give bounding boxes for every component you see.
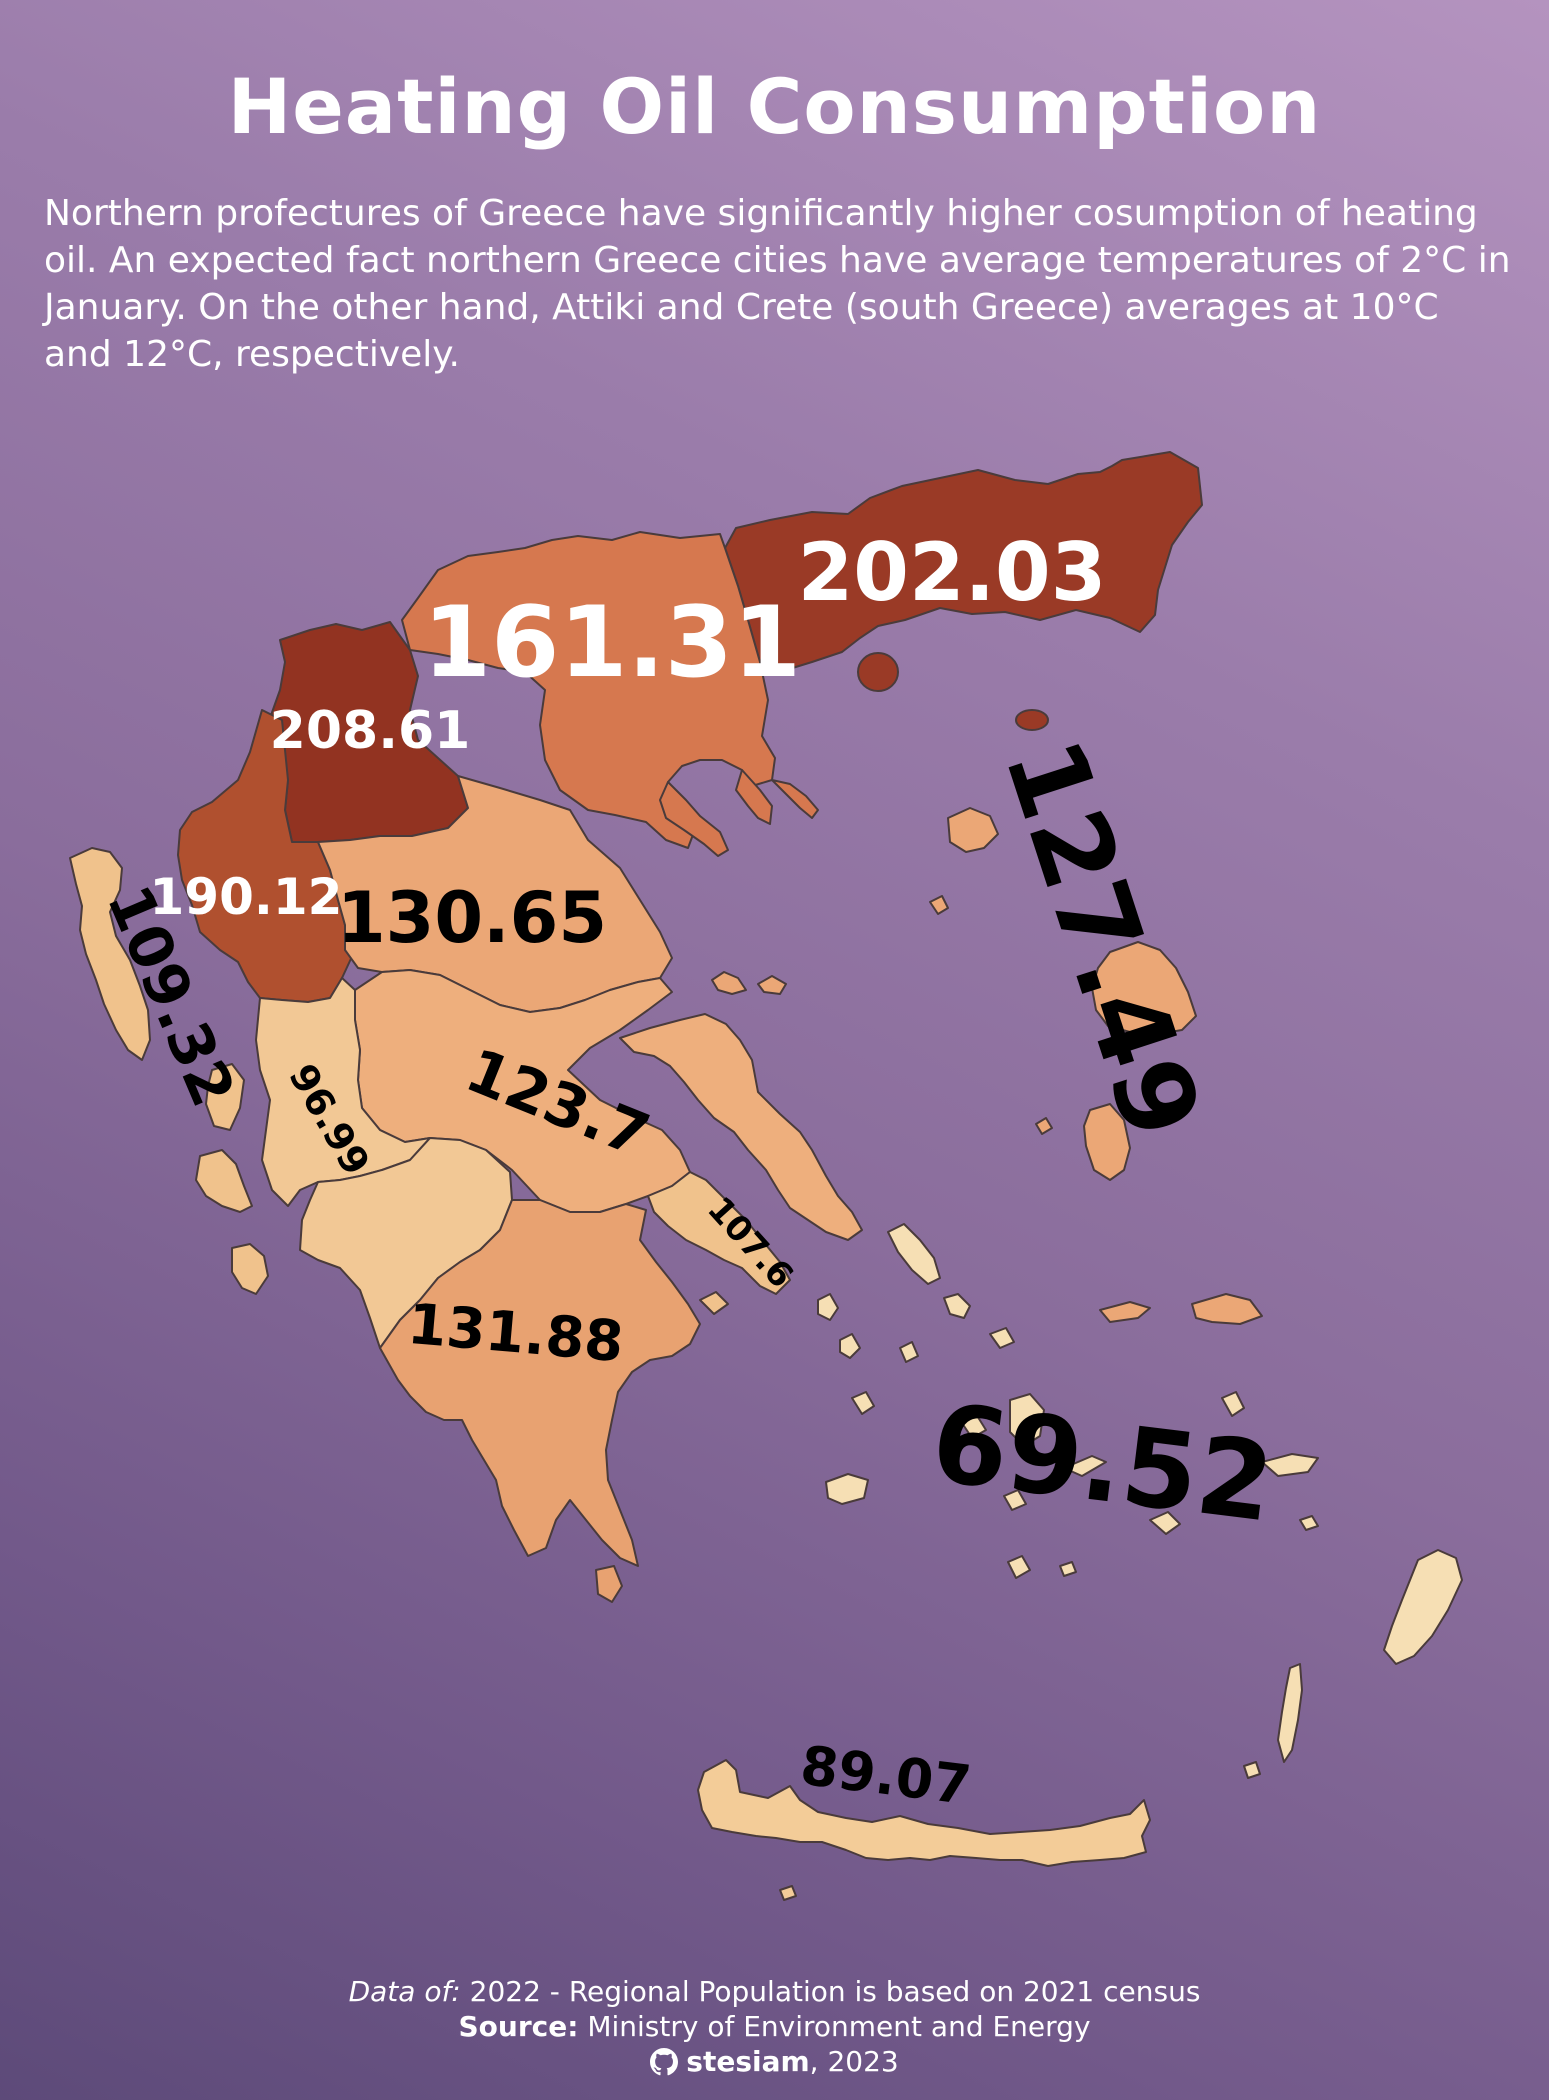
island-lesvos — [1091, 941, 1197, 1035]
island-astypalaia — [1149, 1511, 1181, 1535]
author-year: , 2023 — [809, 2045, 899, 2078]
island-corfu — [69, 847, 151, 1061]
label-epirus: 190.12 — [150, 868, 343, 926]
island-agios-efstratios — [929, 895, 949, 915]
footer: Data of: 2022 - Regional Population is b… — [0, 1974, 1549, 2079]
page-subtitle: Northern profectures of Greece have sign… — [44, 193, 1511, 375]
island-leros-kalymnos — [1221, 1391, 1245, 1417]
island-aegina — [699, 1291, 729, 1315]
source-label: Source: — [458, 2010, 579, 2043]
island-chios — [1083, 1103, 1131, 1181]
peninsula-sithonia — [735, 769, 773, 825]
island-thasos — [857, 652, 899, 692]
island-syros — [899, 1341, 919, 1363]
island-serifos — [851, 1391, 875, 1415]
author-name: stesiam — [686, 2045, 810, 2078]
island-samos — [1191, 1293, 1263, 1325]
island-kea — [817, 1293, 839, 1321]
island-naxos — [1009, 1393, 1045, 1447]
island-nisyros-tilos — [1299, 1515, 1319, 1531]
island-evia — [619, 1013, 863, 1241]
island-lefkada — [205, 1063, 245, 1131]
label-east-macedonia-thrace: 202.03 — [798, 526, 1107, 619]
island-santorini — [1007, 1555, 1031, 1579]
region-peloponnese — [379, 1199, 701, 1567]
label-crete-value: 89.07 — [797, 1734, 974, 1817]
island-karpathos — [1277, 1663, 1303, 1763]
footer-source-line: Source: Ministry of Environment and Ener… — [0, 2009, 1549, 2044]
island-anafi — [1059, 1561, 1077, 1577]
island-tinos — [943, 1293, 971, 1319]
island-gavdos — [779, 1885, 797, 1901]
data-of-label: Data of: — [348, 1975, 461, 2008]
island-lemnos — [947, 807, 999, 853]
island-zakynthos — [231, 1243, 269, 1295]
peninsula-athos — [771, 779, 819, 819]
island-kythira — [595, 1565, 623, 1603]
island-samothraki — [1015, 709, 1049, 731]
island-alonissos — [757, 975, 787, 995]
data-of-text: 2022 - Regional Population is based on 2… — [460, 1975, 1201, 2008]
region-east-macedonia-thrace — [724, 451, 1203, 671]
island-skiathos-skopelos — [711, 971, 747, 995]
label-west-macedonia: 208.61 — [270, 701, 471, 761]
page-title: Heating Oil Consumption — [227, 62, 1322, 151]
island-milos — [825, 1473, 869, 1505]
island-kos — [1261, 1453, 1319, 1477]
island-ios — [1003, 1489, 1027, 1511]
region-attica — [647, 1171, 791, 1295]
island-kefalonia — [195, 1149, 253, 1213]
island-andros — [887, 1223, 941, 1285]
peninsula-kassandra — [659, 781, 729, 857]
label-north-aegean: 127.49 — [981, 725, 1224, 1152]
region-central-macedonia — [401, 531, 776, 849]
source-text: Ministry of Environment and Energy — [578, 2010, 1091, 2043]
island-amorgos — [1063, 1455, 1107, 1477]
island-rhodes — [1383, 1549, 1463, 1665]
footer-data-line: Data of: 2022 - Regional Population is b… — [0, 1974, 1549, 2009]
footer-author-line: stesiam, 2023 — [0, 2044, 1549, 2079]
label-central-macedonia: 161.31 — [423, 586, 801, 700]
island-psara — [1035, 1117, 1053, 1135]
island-kythnos — [839, 1333, 861, 1359]
island-paros — [959, 1413, 987, 1439]
island-mykonos — [989, 1327, 1015, 1349]
island-kasos — [1243, 1761, 1261, 1779]
label-thessaly: 130.65 — [337, 877, 607, 959]
island-ikaria — [1099, 1301, 1151, 1323]
region-crete — [697, 1759, 1151, 1867]
github-icon — [650, 2048, 679, 2076]
